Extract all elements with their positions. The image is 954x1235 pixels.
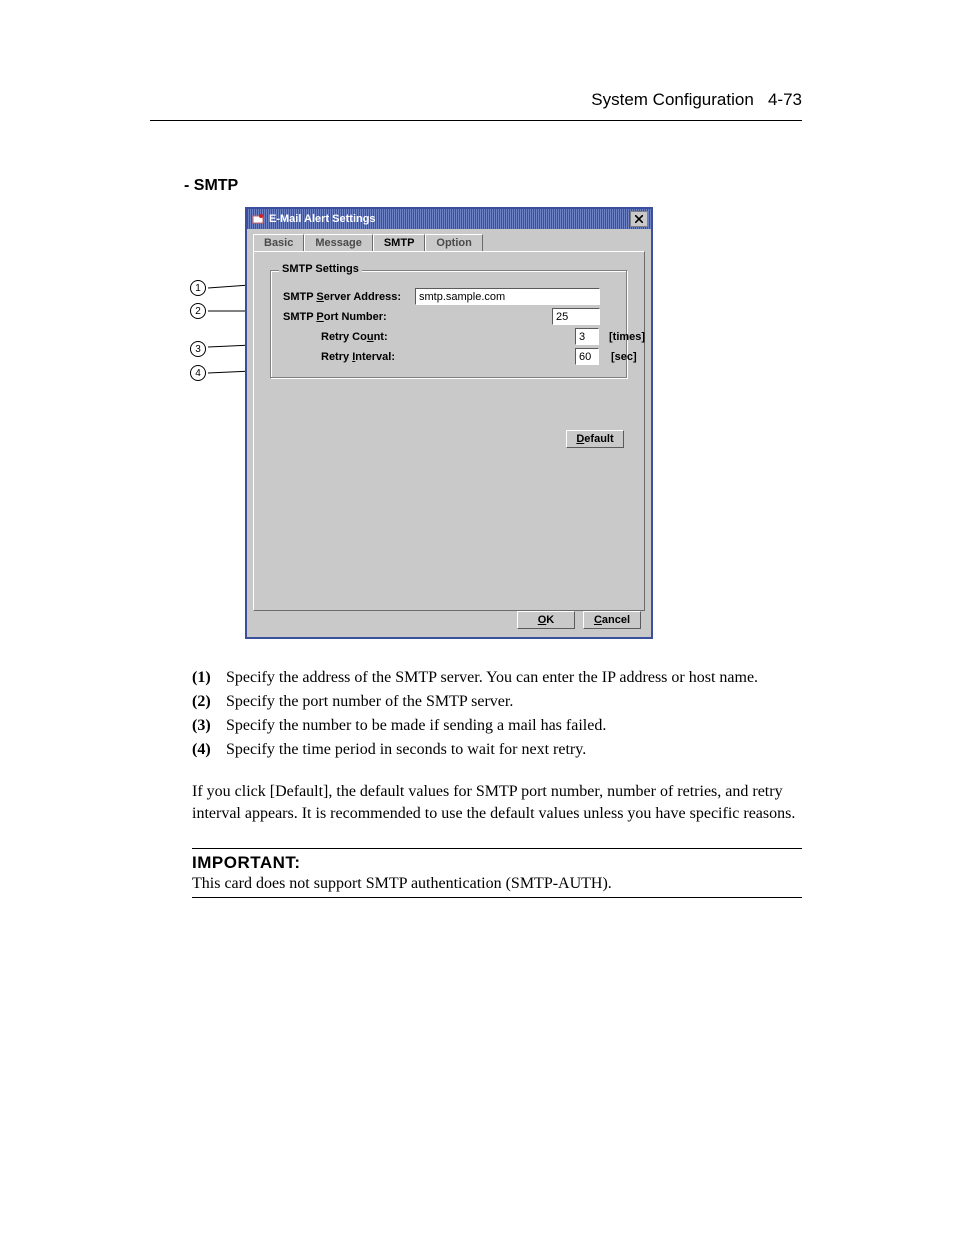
input-retry-count[interactable] <box>575 328 599 345</box>
input-retry-interval[interactable] <box>575 348 599 365</box>
desc-3: (3) Specify the number to be made if sen… <box>192 717 802 735</box>
tab-message[interactable]: Message <box>304 234 372 251</box>
desc-2: (2) Specify the port number of the SMTP … <box>192 693 802 711</box>
tab-option[interactable]: Option <box>425 234 482 251</box>
label-server: SMTP Server Address: <box>283 291 415 303</box>
tabstrip: Basic Message SMTP Option <box>247 229 651 251</box>
titlebar: E-Mail Alert Settings <box>247 209 651 229</box>
callout-num-2: 2 <box>190 303 206 319</box>
close-icon <box>635 215 643 223</box>
tab-panel: SMTP Settings SMTP Server Address: SMTP … <box>253 251 645 611</box>
group-legend: SMTP Settings <box>279 263 362 275</box>
callout-num-3: 3 <box>190 341 206 357</box>
unit-times: [times] <box>609 331 645 343</box>
row-server: SMTP Server Address: <box>283 288 615 305</box>
description-list: (1) Specify the address of the SMTP serv… <box>192 669 802 759</box>
smtp-settings-group: SMTP Settings SMTP Server Address: SMTP … <box>270 270 628 379</box>
dialog-window: E-Mail Alert Settings Basic Message SMTP… <box>245 207 653 639</box>
tab-smtp[interactable]: SMTP <box>373 234 426 251</box>
dialog-title: E-Mail Alert Settings <box>269 213 630 225</box>
default-button-wrap: Default <box>566 430 624 448</box>
header-page: 4-73 <box>768 90 802 109</box>
label-retry-interval: Retry Interval: <box>283 351 415 363</box>
label-retry-count: Retry Count: <box>283 331 415 343</box>
input-server[interactable] <box>415 288 600 305</box>
header-section: System Configuration <box>591 90 754 109</box>
ok-button[interactable]: OK <box>517 611 575 629</box>
desc-1: (1) Specify the address of the SMTP serv… <box>192 669 802 687</box>
page: System Configuration 4-73 - SMTP 1 2 3 4 <box>0 0 954 1235</box>
input-port[interactable] <box>552 308 600 325</box>
default-paragraph: If you click [Default], the default valu… <box>192 781 802 824</box>
row-retry-count: Retry Count: [times] <box>283 328 615 345</box>
row-retry-interval: Retry Interval: [sec] <box>283 348 615 365</box>
important-block: IMPORTANT: This card does not support SM… <box>192 848 802 898</box>
page-header: System Configuration 4-73 <box>150 90 802 121</box>
dialog-area: 1 2 3 4 E-Mail Alert Settin <box>190 207 802 647</box>
row-port: SMTP Port Number: <box>283 308 615 325</box>
app-icon <box>251 212 265 226</box>
important-text: This card does not support SMTP authenti… <box>192 875 802 893</box>
label-port: SMTP Port Number: <box>283 311 415 323</box>
unit-sec: [sec] <box>611 351 637 363</box>
important-label: IMPORTANT: <box>192 853 802 873</box>
section-title: - SMTP <box>184 177 802 195</box>
desc-4: (4) Specify the time period in seconds t… <box>192 741 802 759</box>
callout-num-1: 1 <box>190 280 206 296</box>
cancel-button[interactable]: Cancel <box>583 611 641 629</box>
dialog-footer: OK Cancel <box>517 611 641 629</box>
close-button[interactable] <box>630 211 648 227</box>
callout-num-4: 4 <box>190 365 206 381</box>
tab-basic[interactable]: Basic <box>253 234 304 251</box>
default-button[interactable]: Default <box>566 430 624 448</box>
